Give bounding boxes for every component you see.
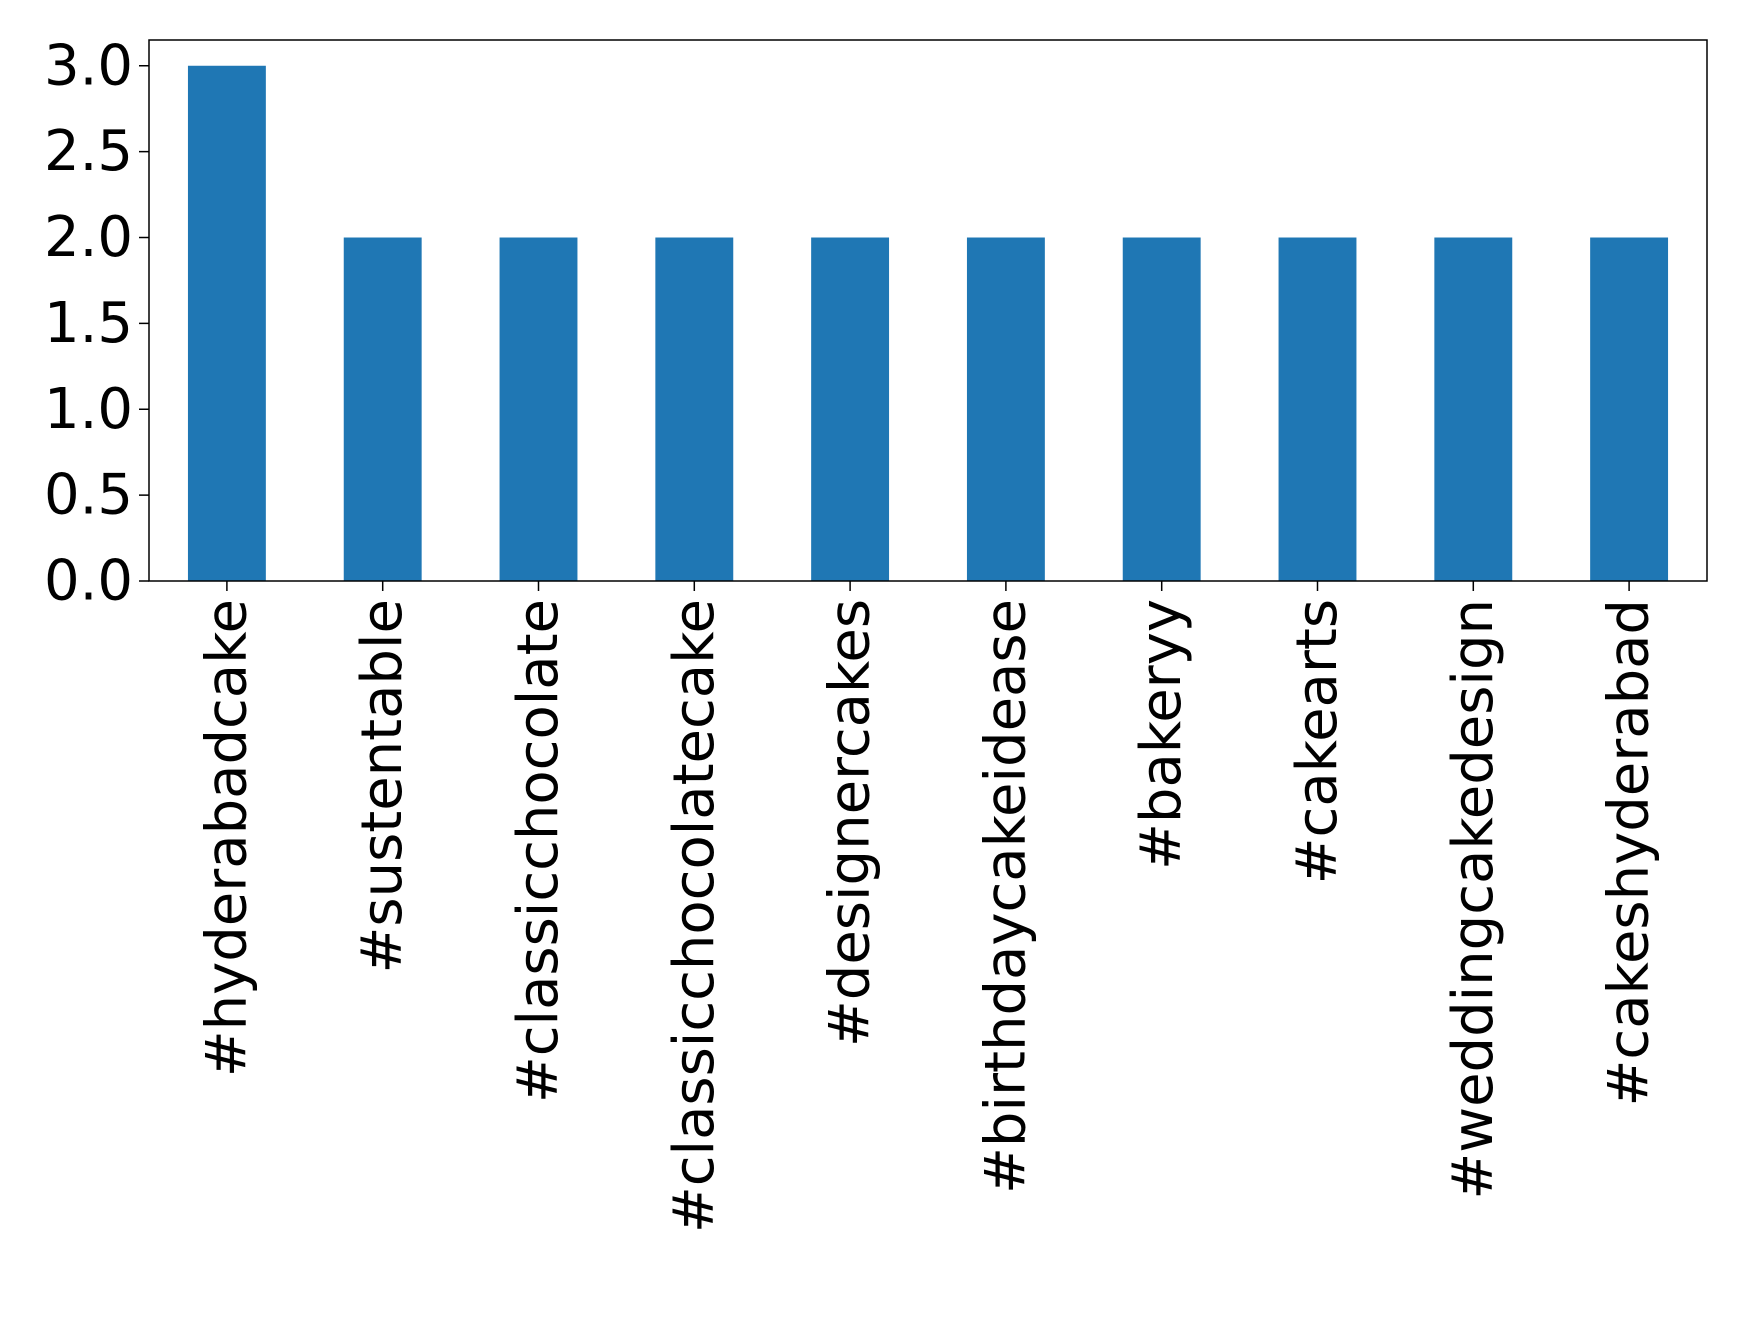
x-tick-label: #hyderabadcake xyxy=(194,599,259,1077)
x-tick-label: #cakearts xyxy=(1285,599,1350,884)
y-tick-label: 0.0 xyxy=(44,549,133,614)
x-tick-label: #sustentable xyxy=(350,599,415,974)
bar xyxy=(655,237,734,581)
y-tick-label: 3.0 xyxy=(44,33,133,98)
y-tick-label: 1.0 xyxy=(44,377,133,442)
bar xyxy=(811,237,890,581)
bar xyxy=(1590,237,1669,581)
bar xyxy=(966,237,1045,581)
x-tick-label: #classicchocolate xyxy=(506,599,571,1103)
y-tick-label: 2.0 xyxy=(44,205,133,270)
bar xyxy=(499,237,578,581)
y-tick-label: 1.5 xyxy=(44,291,133,356)
bar xyxy=(343,237,422,581)
x-tick-label: #cakeshyderabad xyxy=(1597,599,1662,1106)
bar xyxy=(1434,237,1513,581)
x-tick-label: #weddingcakedesign xyxy=(1441,599,1506,1200)
x-tick-label: #birthdaycakeidease xyxy=(973,599,1038,1194)
x-tick-label: #classicchocolatecake xyxy=(662,599,727,1233)
bar xyxy=(1278,237,1357,581)
bar xyxy=(187,65,266,581)
plot-frame xyxy=(148,39,1708,582)
bar xyxy=(1122,237,1201,581)
y-tick-label: 2.5 xyxy=(44,119,133,184)
y-tick-label: 0.5 xyxy=(44,463,133,528)
x-tick-label: #designercakes xyxy=(818,599,883,1047)
x-tick-label: #bakeryy xyxy=(1129,599,1194,870)
